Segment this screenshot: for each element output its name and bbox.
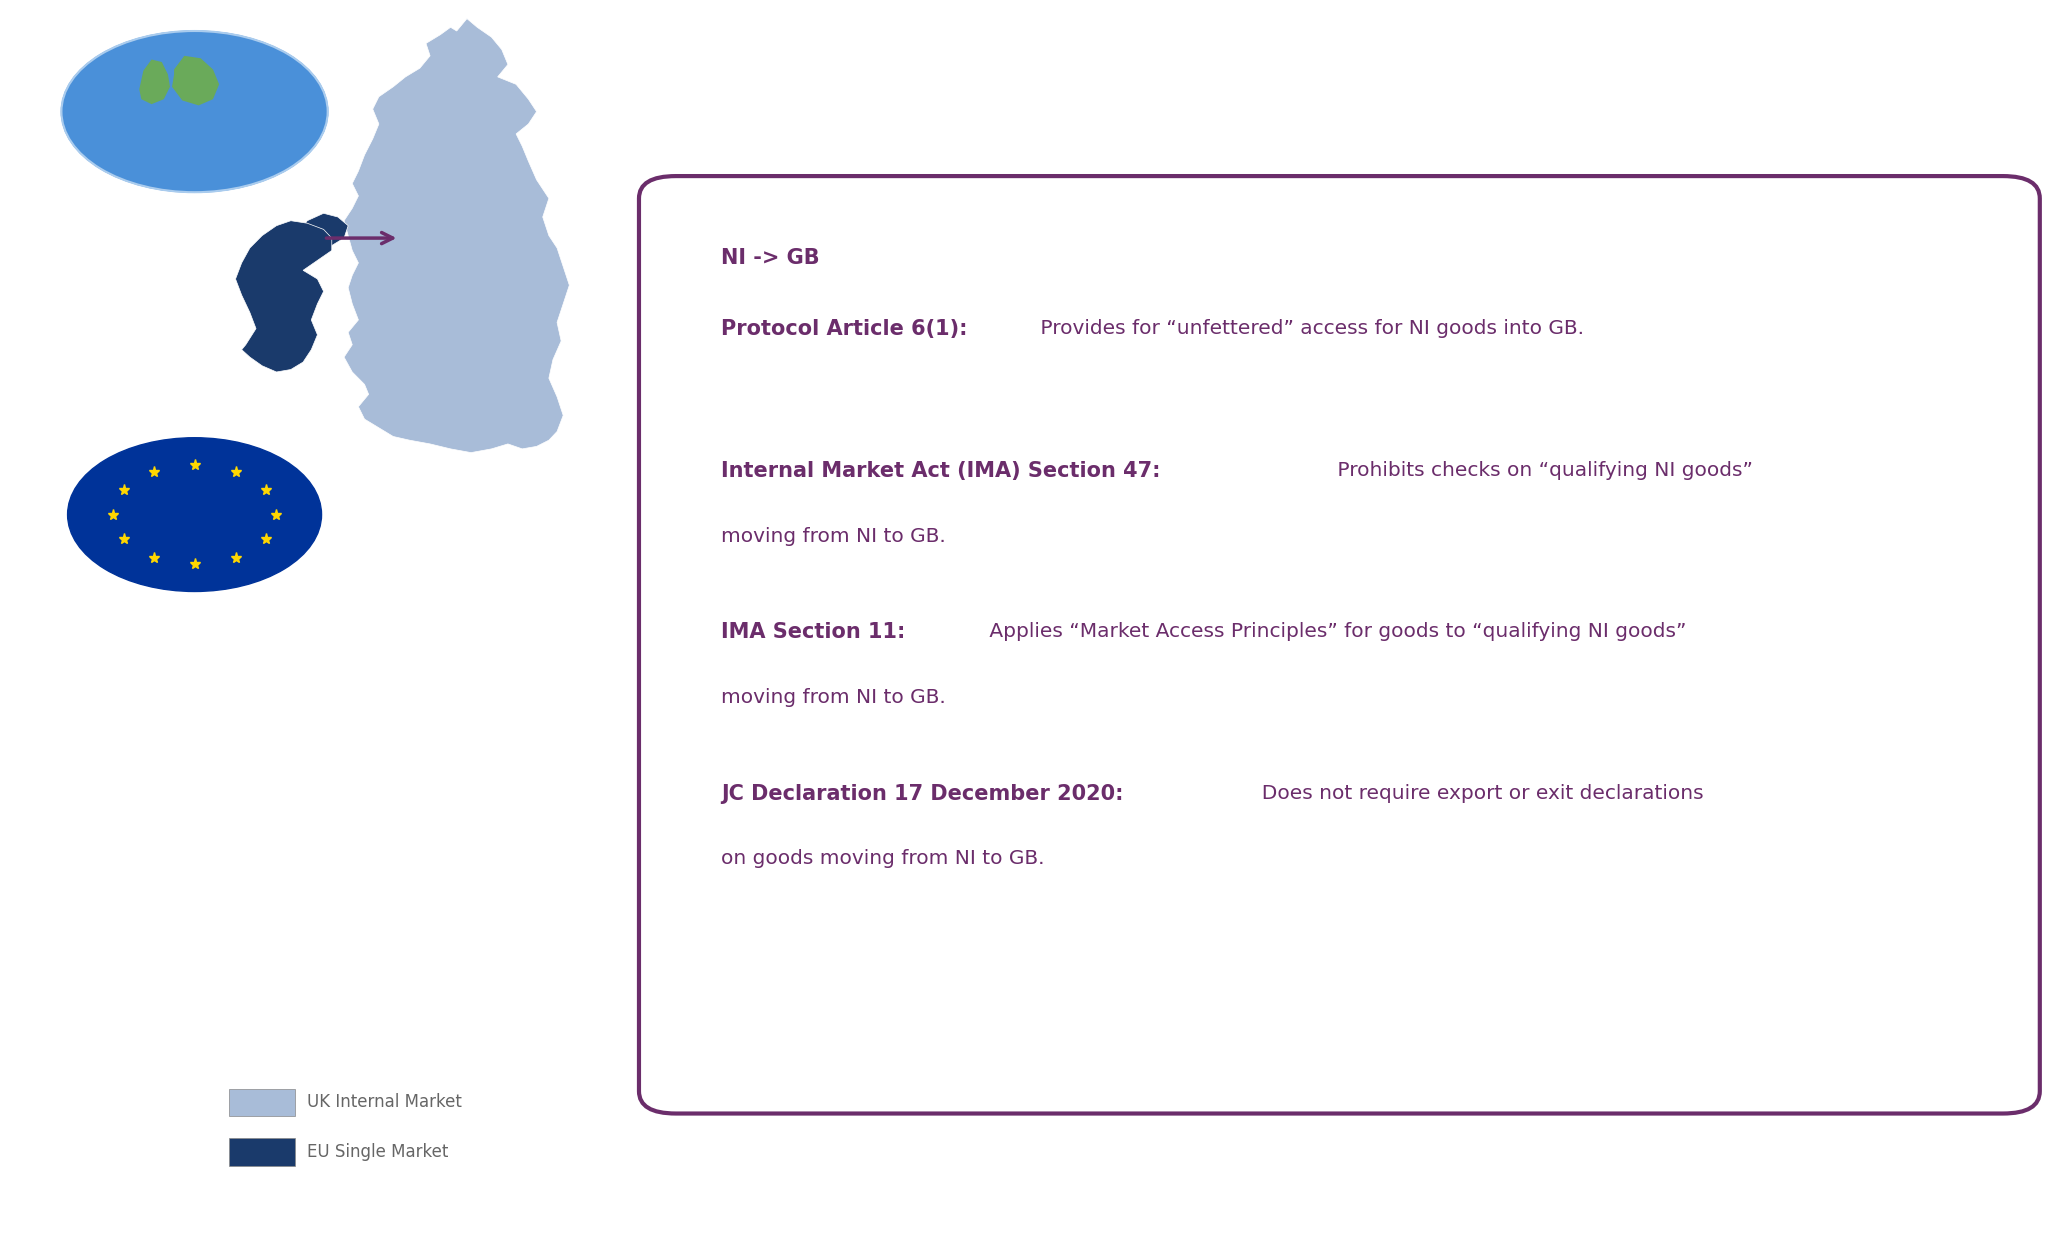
Text: Applies “Market Access Principles” for goods to “qualifying NI goods”: Applies “Market Access Principles” for g… <box>983 622 1686 641</box>
Polygon shape <box>236 221 332 372</box>
Text: EU Single Market: EU Single Market <box>307 1143 449 1161</box>
Text: NI -> GB: NI -> GB <box>721 248 819 268</box>
Text: on goods moving from NI to GB.: on goods moving from NI to GB. <box>721 849 1044 868</box>
Polygon shape <box>172 56 219 105</box>
Text: IMA Section 11:: IMA Section 11: <box>721 622 905 642</box>
FancyBboxPatch shape <box>639 176 2040 1114</box>
Circle shape <box>61 31 328 192</box>
Text: UK Internal Market: UK Internal Market <box>307 1094 463 1111</box>
Text: JC Declaration 17 December 2020:: JC Declaration 17 December 2020: <box>721 784 1124 804</box>
Polygon shape <box>139 60 170 104</box>
Polygon shape <box>344 19 569 453</box>
Text: Provides for “unfettered” access for NI goods into GB.: Provides for “unfettered” access for NI … <box>1034 319 1585 337</box>
FancyBboxPatch shape <box>229 1089 295 1116</box>
Text: moving from NI to GB.: moving from NI to GB. <box>721 688 946 707</box>
Polygon shape <box>297 213 348 248</box>
Circle shape <box>68 438 322 591</box>
Text: moving from NI to GB.: moving from NI to GB. <box>721 527 946 546</box>
Text: Protocol Article 6(1):: Protocol Article 6(1): <box>721 319 967 339</box>
Text: Does not require export or exit declarations: Does not require export or exit declarat… <box>1249 784 1704 802</box>
Text: Internal Market Act (IMA) Section 47:: Internal Market Act (IMA) Section 47: <box>721 461 1161 481</box>
FancyBboxPatch shape <box>229 1138 295 1166</box>
Text: Prohibits checks on “qualifying NI goods”: Prohibits checks on “qualifying NI goods… <box>1331 461 1753 480</box>
